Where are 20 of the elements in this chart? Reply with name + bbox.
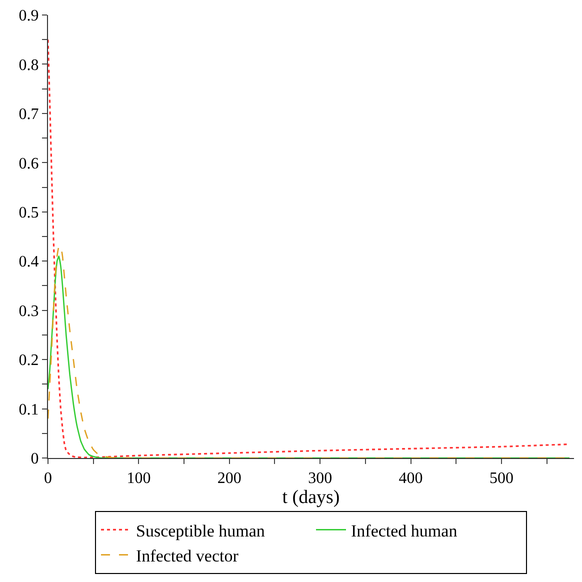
x-tick-label: 300 [308, 470, 332, 488]
legend-label: Susceptible human [136, 521, 266, 540]
y-tick-label: 0 [30, 450, 39, 468]
x-tick-label: 0 [44, 470, 52, 488]
legend-label: Infected vector [136, 546, 239, 566]
y-tick-label: 0.9 [18, 8, 39, 25]
y-tick-label: 0.3 [18, 302, 39, 320]
legend-label: Infected human [351, 521, 458, 540]
y-tick-label: 0.6 [18, 155, 39, 172]
y-tick-label: 0.4 [18, 254, 39, 271]
x-tick-label: 400 [398, 470, 423, 488]
y-tick-label: 0.5 [18, 204, 39, 222]
y-tick-label: 0.1 [18, 401, 39, 418]
x-tick-label: 500 [489, 470, 514, 488]
y-tick-label: 0.8 [18, 56, 39, 74]
y-tick-label: 0.7 [18, 106, 39, 124]
x-tick-label: 100 [126, 470, 151, 488]
y-tick-label: 0.2 [18, 352, 39, 370]
x-tick-label: 200 [217, 470, 242, 488]
x-axis-title: t (days) [282, 487, 340, 508]
